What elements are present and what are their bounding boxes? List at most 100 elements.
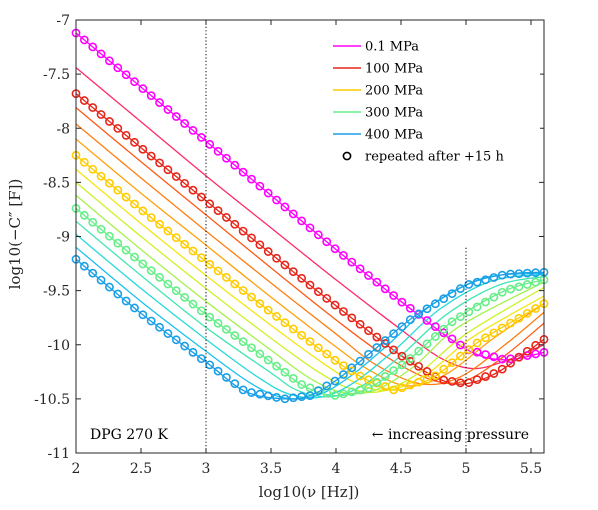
y-axis-label: log10(−C″ [F]) <box>6 179 24 290</box>
y-tick-label: -10 <box>47 338 70 354</box>
data-point <box>489 352 499 362</box>
data-point <box>230 219 240 229</box>
data-point <box>238 385 248 395</box>
data-point <box>522 346 532 356</box>
data-point <box>230 331 240 340</box>
data-point <box>130 137 139 147</box>
data-point <box>130 252 139 262</box>
axis-ticks <box>75 19 544 454</box>
data-point <box>305 391 315 401</box>
y-tick-label: -8.5 <box>43 175 70 191</box>
data-point <box>146 266 156 276</box>
x-tick-label: 4.5 <box>390 461 412 477</box>
data-point <box>364 271 373 280</box>
data-point <box>439 364 449 374</box>
data-point <box>247 388 256 397</box>
data-point <box>497 323 507 333</box>
data-point <box>230 279 240 289</box>
data-point <box>222 153 231 163</box>
data-point <box>497 364 507 374</box>
data-point <box>372 332 382 342</box>
data-point <box>355 319 365 329</box>
data-point <box>430 299 440 309</box>
data-point <box>380 336 390 345</box>
data-point <box>414 377 424 387</box>
data-point <box>188 126 198 135</box>
data-point <box>88 42 98 52</box>
data-point <box>130 303 139 313</box>
data-point <box>105 282 114 292</box>
data-point <box>481 372 490 381</box>
data-point <box>405 315 415 325</box>
data-point <box>481 275 490 285</box>
data-point <box>138 259 148 269</box>
data-point <box>255 299 265 308</box>
y-tick-label: -10.5 <box>34 392 70 408</box>
data-point <box>146 151 156 161</box>
x-axis-label: log10(ν [Hz]) <box>259 483 360 501</box>
data-point <box>280 202 290 212</box>
data-point <box>146 91 156 101</box>
data-point <box>339 389 348 399</box>
legend-item: repeated after +15 h <box>342 150 504 165</box>
data-point <box>79 261 89 271</box>
vertical-reference-lines <box>205 20 467 453</box>
x-tick-label: 4 <box>332 461 341 477</box>
data-point <box>180 341 190 351</box>
data-point <box>456 351 465 361</box>
data-point <box>130 77 139 87</box>
data-point <box>447 334 457 344</box>
legend-item: 200 MPa <box>333 84 423 99</box>
data-point <box>155 219 164 229</box>
data-point <box>121 192 131 202</box>
data-point <box>339 361 348 371</box>
legend-item: 0.1 MPa <box>333 40 419 55</box>
data-point <box>88 164 98 174</box>
data-point <box>464 378 474 388</box>
data-point <box>489 328 499 338</box>
data-point <box>121 130 131 140</box>
data-point <box>514 269 524 279</box>
data-point <box>105 56 114 66</box>
legend-label: 400 MPa <box>365 128 423 143</box>
series-line-4 <box>76 123 544 386</box>
data-point <box>531 304 541 313</box>
data-point <box>347 257 357 267</box>
annotation-dpg-270k: DPG 270 K <box>90 427 168 443</box>
data-point <box>439 328 449 338</box>
data-point <box>288 324 298 334</box>
data-point <box>497 354 507 364</box>
annotation-increasing-pressure: ← increasing pressure <box>372 427 529 443</box>
data-point <box>514 282 524 292</box>
data-point <box>389 329 398 339</box>
data-point <box>330 300 340 310</box>
data-point <box>330 376 340 386</box>
data-point <box>347 313 357 323</box>
data-point <box>347 363 357 373</box>
series-line-9 <box>76 194 544 395</box>
data-point <box>447 358 457 368</box>
data-point <box>188 185 198 195</box>
marker-layer <box>71 28 549 404</box>
data-point <box>405 356 415 366</box>
data-point <box>213 206 223 216</box>
data-point <box>531 277 541 287</box>
data-point <box>79 210 89 220</box>
data-point <box>506 269 515 279</box>
data-point <box>422 304 432 314</box>
data-point <box>422 316 432 325</box>
data-point <box>188 299 198 309</box>
data-point <box>163 329 173 338</box>
data-point <box>79 35 89 45</box>
data-point <box>88 268 98 278</box>
series-markers-0 <box>71 28 549 364</box>
axis-tick-labels: 2 2.5 3 3.5 4 4.5 5 5.5 -7 -7.5 -8 -8.5 -9 -9.5 -10 -10… <box>34 13 542 477</box>
data-point <box>489 273 499 282</box>
data-point <box>238 226 248 236</box>
data-point <box>397 360 407 370</box>
series-markers-14 <box>71 254 549 404</box>
data-point <box>96 171 106 181</box>
data-point <box>456 378 465 388</box>
data-point <box>196 253 206 263</box>
data-point <box>247 343 256 353</box>
